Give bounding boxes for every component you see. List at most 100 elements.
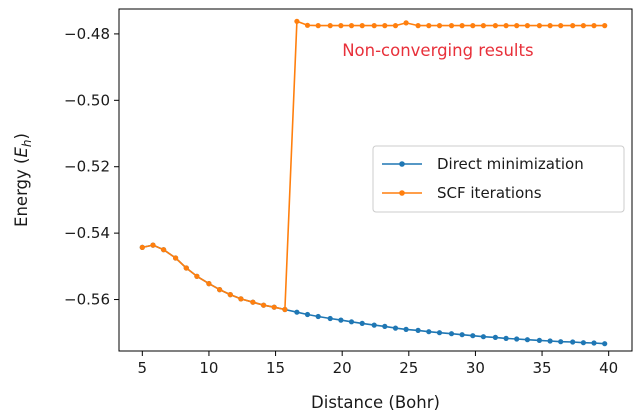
data-point-direct [304,311,311,318]
data-point-scf [315,23,321,29]
data-point-direct [348,319,355,325]
legend-label-direct: Direct minimization [437,155,584,173]
data-point-direct [514,336,520,342]
data-point-direct [602,341,608,347]
data-point-direct [338,317,344,323]
data-point-scf [327,23,333,29]
axes: 5 10 15 20 25 30 35 40 −0.56 −0.54 −0.52 −0.50 −0.48 [64,8,633,377]
x-tick-label: 30 [466,359,485,377]
data-point-scf [415,23,421,29]
series-line-direct [142,244,605,345]
data-point-direct [415,327,421,333]
data-point-scf [524,23,531,29]
y-axis-title-close: ) [12,133,31,139]
x-tick-label: 5 [138,359,148,377]
legend-label-scf: SCF iterations [437,184,542,202]
data-point-direct [403,326,409,332]
data-point-scf [602,23,608,29]
data-point-scf [139,244,145,250]
y-tick-label: −0.56 [64,291,110,309]
data-point-direct [480,334,486,340]
data-point-scf [492,23,498,29]
data-point-scf [173,255,179,261]
data-point-scf [294,18,300,24]
x-tick-label: 40 [599,359,618,377]
data-point-scf [271,304,277,310]
data-point-scf [558,23,564,29]
x-axis-title: Distance (Bohr) [311,393,440,412]
y-tick-label: −0.52 [64,158,110,176]
y-axis-title-symbol: E [12,147,31,158]
data-point-direct [315,313,321,320]
data-point-scf [282,306,288,313]
data-point-scf [382,23,388,29]
data-point-scf [304,22,311,28]
data-point-scf [591,23,597,29]
data-point-scf [150,242,156,248]
data-point-direct [536,337,543,343]
data-point-scf [338,23,344,29]
data-point-scf [261,302,267,308]
data-point-scf [459,23,465,29]
data-point-scf [183,265,189,271]
data-point-scf [436,23,443,29]
x-tick-label: 35 [533,359,552,377]
data-point-scf [536,23,543,29]
data-point-direct [371,322,377,328]
data-point-scf [348,23,355,29]
data-point-direct [382,323,388,329]
legend-marker-scf [399,190,405,196]
data-point-direct [570,339,576,345]
data-point-scf [547,23,553,29]
y-axis-title-subscript: h [20,139,34,147]
data-point-direct [327,315,333,322]
data-point-direct [359,320,365,326]
data-point-scf [580,23,587,29]
data-point-scf [514,23,520,29]
data-point-scf [403,20,409,26]
data-point-scf [371,23,377,29]
data-point-direct [426,329,432,335]
y-tick-label: −0.54 [64,224,110,242]
plot-area [139,18,608,347]
legend: Direct minimization SCF iterations [372,145,625,213]
x-tick-label: 10 [199,359,218,377]
x-tick-label: 25 [399,359,418,377]
data-point-direct [591,340,597,346]
data-point-scf [194,273,200,279]
data-point-direct [392,325,399,331]
data-point-direct [547,338,553,344]
y-tick-label: −0.50 [64,91,110,109]
data-point-scf [359,23,365,29]
data-point-scf [570,23,576,29]
data-point-scf [161,247,167,253]
data-point-scf [480,23,486,29]
data-point-direct [580,340,587,346]
x-tick-label: 20 [333,359,352,377]
data-point-direct [524,337,531,343]
data-point-direct [492,334,498,340]
data-point-scf [206,281,212,287]
data-point-direct [503,335,509,341]
data-point-direct [294,309,300,315]
data-point-direct [436,330,443,336]
data-point-scf [448,23,455,29]
data-point-scf [217,287,223,293]
annotation-non-converging: Non-converging results [342,41,533,60]
data-point-scf [503,23,509,29]
data-point-direct [558,339,564,345]
data-point-scf [470,23,476,29]
legend-marker-direct [399,161,405,167]
data-point-scf [227,292,233,298]
data-point-direct [459,332,465,338]
data-point-direct [448,331,455,337]
data-point-scf [238,296,244,302]
data-point-scf [250,299,256,305]
legend-frame [372,145,625,213]
x-tick-label: 15 [266,359,285,377]
data-point-direct [470,333,476,339]
data-point-scf [426,23,432,29]
y-axis-title-text: Energy ( [12,158,31,227]
data-point-scf [392,23,399,29]
